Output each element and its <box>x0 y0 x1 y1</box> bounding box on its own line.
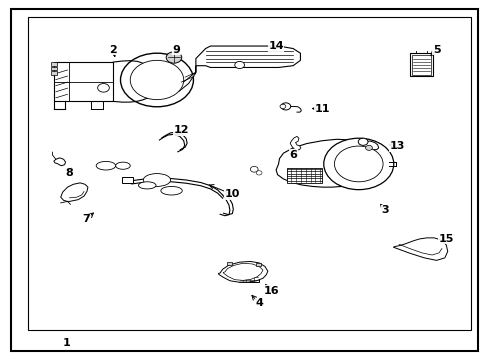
Polygon shape <box>256 263 261 266</box>
Text: 5: 5 <box>432 45 440 55</box>
Text: 4: 4 <box>255 298 263 308</box>
Polygon shape <box>392 238 447 260</box>
Circle shape <box>98 84 109 92</box>
Polygon shape <box>218 261 267 282</box>
Text: 15: 15 <box>438 234 453 244</box>
Polygon shape <box>226 262 231 265</box>
Polygon shape <box>61 183 88 202</box>
Polygon shape <box>176 66 196 91</box>
Bar <box>28 18 469 330</box>
Bar <box>51 71 57 75</box>
Ellipse shape <box>116 162 130 169</box>
Bar <box>51 63 57 66</box>
Circle shape <box>234 62 244 68</box>
Text: 14: 14 <box>268 41 284 51</box>
Text: 7: 7 <box>82 214 90 224</box>
Text: 8: 8 <box>65 168 73 178</box>
Polygon shape <box>223 263 263 280</box>
Ellipse shape <box>138 182 156 189</box>
Ellipse shape <box>96 161 116 170</box>
Ellipse shape <box>143 174 170 186</box>
Text: 11: 11 <box>314 104 329 113</box>
Text: 13: 13 <box>389 141 405 151</box>
Circle shape <box>250 166 258 172</box>
Polygon shape <box>54 62 113 102</box>
Polygon shape <box>54 158 65 166</box>
Circle shape <box>356 152 364 158</box>
Polygon shape <box>196 46 300 67</box>
Circle shape <box>120 53 193 107</box>
Bar <box>409 53 432 76</box>
Polygon shape <box>276 139 389 187</box>
Bar <box>122 177 132 183</box>
Bar <box>238 270 259 282</box>
Text: 3: 3 <box>381 205 388 215</box>
Text: 9: 9 <box>172 45 180 55</box>
Circle shape <box>256 171 262 175</box>
Circle shape <box>323 138 393 190</box>
Circle shape <box>362 155 367 158</box>
Bar <box>51 67 57 70</box>
Circle shape <box>166 52 182 63</box>
Circle shape <box>281 103 290 110</box>
Text: 2: 2 <box>109 45 117 55</box>
Polygon shape <box>287 168 322 183</box>
Bar <box>411 55 430 75</box>
Text: 6: 6 <box>288 150 296 160</box>
Circle shape <box>130 60 183 100</box>
Text: 12: 12 <box>173 125 189 135</box>
Circle shape <box>334 146 382 182</box>
Ellipse shape <box>161 186 182 195</box>
Text: 10: 10 <box>224 189 240 199</box>
Polygon shape <box>289 136 300 150</box>
Text: 16: 16 <box>263 286 279 296</box>
Circle shape <box>365 145 372 150</box>
Circle shape <box>358 138 367 145</box>
Text: 1: 1 <box>63 338 71 347</box>
Circle shape <box>280 104 285 109</box>
